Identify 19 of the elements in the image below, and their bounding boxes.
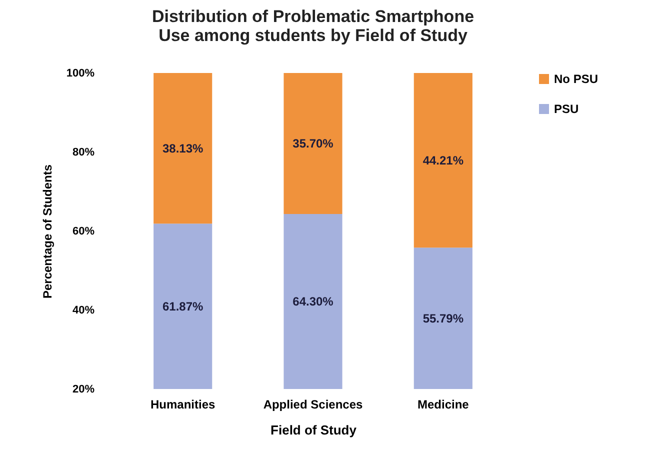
y-tick-label: 100% [66,68,95,80]
y-tick-label: 40% [72,304,95,316]
y-tick-label: 20% [72,384,95,396]
chart-title: Distribution of Problematic Smartphone Use among students by Field of Study [152,7,474,45]
legend-label: PSU [554,102,579,116]
data-label: 64.30% [292,294,334,309]
data-label: 61.87% [162,299,204,314]
x-tick-label: Applied Sciences [263,398,364,412]
data-label: 35.70% [292,136,334,151]
y-axis-title: Percentage of Students [40,164,54,299]
legend-label: No PSU [554,72,598,86]
x-tick-label: Humanities [150,398,216,412]
y-tick-label: 80% [72,146,95,158]
data-label: 44.21% [422,153,464,168]
x-axis-title: Field of Study [270,422,358,438]
x-tick-label: Medicine [417,398,470,412]
y-tick-label: 60% [72,226,95,238]
data-label: 38.13% [162,141,204,156]
data-label: 55.79% [422,311,464,326]
